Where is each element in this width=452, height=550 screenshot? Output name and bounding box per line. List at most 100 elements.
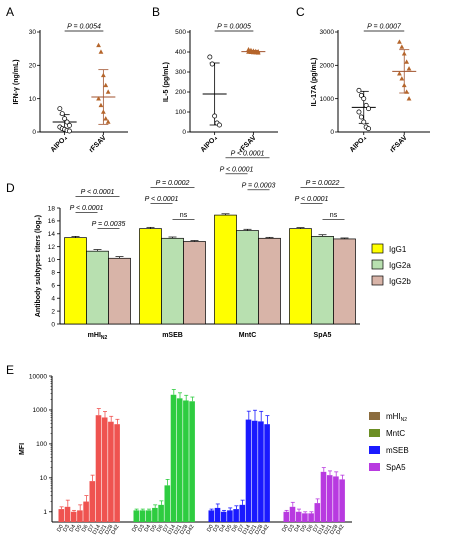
legend-label: IgG1 [389, 245, 407, 254]
x-tick-label: SpA5 [314, 332, 332, 339]
data-point [57, 106, 63, 112]
p-value: ns [180, 212, 188, 219]
data-point [361, 119, 367, 125]
y-tick-label: 10 [29, 96, 37, 103]
bar [264, 424, 270, 522]
x-tick-label: D28 [254, 524, 264, 536]
panel-a: A 0 10 20 30 IFN-γ (ng/mL) AlPO₄ rFSAV P = 0.005… [6, 5, 128, 154]
bar [258, 237, 281, 325]
bar [86, 250, 109, 325]
legend-label: MntC [386, 429, 405, 438]
panel-letter: D [6, 181, 15, 195]
x-tick-label: D4 [69, 524, 78, 533]
bar [108, 421, 114, 522]
bar [333, 476, 339, 522]
data-point [404, 89, 410, 94]
y-tick-label: 4 [51, 296, 55, 303]
bar [183, 400, 189, 522]
data-point [59, 111, 65, 117]
data-point [96, 42, 101, 48]
x-tick-label: D42 [335, 524, 345, 536]
p-value: P = 0.0007 [367, 24, 402, 31]
x-tick-label: D28 [104, 524, 114, 536]
bar [133, 510, 140, 522]
x-tick-label: D21 [173, 524, 183, 536]
bar [220, 511, 227, 522]
bar [161, 237, 184, 325]
panel-d: D 0 2 4 6 8 10 12 14 16 18 Antibody subtypes titers… [6, 150, 411, 341]
panel-letter: E [6, 363, 14, 377]
x-tick-label: AlPO₄ [50, 134, 69, 153]
x-tick-label: D4 [219, 524, 228, 533]
data-point [255, 50, 261, 55]
y-tick-label: 2000 [320, 63, 335, 70]
bar [152, 507, 158, 522]
x-tick-label: D42 [260, 524, 270, 536]
y-tick-label: 16 [48, 218, 56, 225]
bar [83, 501, 89, 522]
p-value: P < 0.0001 [220, 166, 254, 173]
legend-swatch [369, 463, 380, 471]
legend-label: SpA5 [386, 463, 406, 472]
x-tick-label: D4 [294, 524, 303, 533]
y-tick-label: 0 [32, 129, 36, 136]
data-point [358, 114, 364, 120]
panel-letter: A [6, 5, 14, 19]
p-value: P < 0.0001 [81, 189, 115, 196]
bar [239, 504, 246, 522]
data-point [406, 96, 412, 101]
x-tick-label: D5 [225, 524, 234, 533]
x-tick-label: AlPO₄ [200, 134, 219, 153]
bar [333, 238, 356, 325]
p-value: P = 0.0002 [156, 180, 190, 187]
x-tick-label: MntC [239, 332, 257, 339]
data-point [105, 89, 111, 94]
p-value: P = 0.0054 [67, 24, 101, 31]
bar [170, 394, 177, 522]
x-tick-label: mSEB [162, 332, 183, 339]
x-tick-label: D6 [156, 524, 165, 533]
x-tick-label: D6 [306, 524, 315, 533]
bar [289, 228, 312, 325]
bar [145, 510, 152, 522]
x-tick-label: D3 [62, 524, 71, 533]
bar [214, 214, 237, 325]
y-tick-label: 14 [48, 231, 56, 238]
bar [314, 503, 321, 522]
x-tick-label: D6 [81, 524, 90, 533]
p-value: P = 0.0003 [242, 182, 276, 189]
x-tick-label: D21 [323, 524, 333, 536]
y-tick-label: 10000 [29, 373, 47, 380]
x-tick-label: D14 [167, 524, 177, 536]
y-tick-label: 1000 [33, 407, 48, 414]
data-point [366, 106, 372, 112]
bar [158, 504, 164, 522]
x-tick-label: D0 [56, 524, 65, 533]
p-value: ns [330, 212, 338, 219]
x-tick-label: D5 [300, 524, 309, 533]
p-value: P = 0.0022 [306, 180, 340, 187]
p-value: P = 0.0005 [217, 24, 251, 31]
legend-swatch [369, 412, 380, 420]
x-tick-label: D42 [185, 524, 195, 536]
data-point [64, 119, 70, 125]
panel-c: C 0 1000 2000 3000 IL-17A (pg/mL) AlPO₄ rFSAV P … [296, 5, 430, 154]
bar [70, 511, 77, 522]
x-tick-label: D21 [248, 524, 258, 536]
x-tick-label: D42 [110, 524, 120, 536]
x-tick-label: rFSAV [88, 134, 108, 154]
x-tick-label: D14 [317, 524, 327, 536]
data-point [406, 66, 412, 71]
y-tick-label: 100 [36, 441, 47, 448]
data-point [358, 92, 364, 98]
bar [108, 257, 131, 325]
y-tick-label: 0 [51, 321, 55, 328]
bar [302, 513, 308, 522]
data-point [397, 39, 402, 44]
data-point [62, 116, 68, 122]
bar [183, 241, 206, 325]
bar [251, 420, 258, 522]
p-value: P < 0.0001 [70, 205, 104, 212]
y-tick-label: 200 [175, 89, 186, 96]
bar [227, 510, 233, 522]
